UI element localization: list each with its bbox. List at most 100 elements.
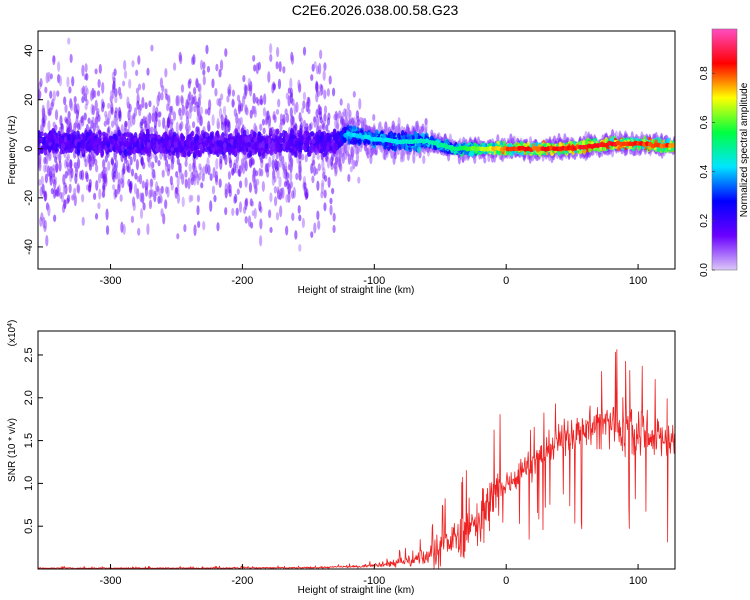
spectral-cell bbox=[235, 112, 239, 125]
spectral-cell bbox=[55, 161, 59, 173]
spectral-cell bbox=[112, 80, 116, 90]
spectral-cell bbox=[103, 172, 108, 184]
spectral-cell bbox=[430, 129, 434, 137]
spectral-cell bbox=[53, 178, 57, 190]
spectral-cell bbox=[198, 163, 202, 171]
spectral-cell bbox=[169, 175, 173, 186]
spectral-cell bbox=[344, 152, 348, 161]
spectral-cell bbox=[48, 154, 52, 162]
spectral-cell bbox=[41, 107, 45, 120]
spectral-cell bbox=[196, 194, 201, 203]
spectral-cell bbox=[319, 87, 323, 97]
spectral-cell bbox=[49, 175, 53, 186]
spectral-cell bbox=[327, 176, 331, 188]
spectral-cell bbox=[259, 123, 263, 132]
spectral-cell bbox=[170, 118, 174, 126]
spectral-cell bbox=[316, 90, 320, 98]
spectral-cell bbox=[276, 168, 280, 179]
spectral-cell bbox=[128, 103, 132, 113]
spectral-cell bbox=[288, 151, 292, 162]
spectral-cell bbox=[201, 173, 205, 182]
spectral-cell bbox=[243, 157, 247, 169]
spectral-cell bbox=[218, 178, 222, 188]
spectral-cell bbox=[285, 178, 289, 186]
spectral-cell bbox=[275, 211, 280, 221]
spectral-cell bbox=[58, 160, 62, 172]
spectral-cell bbox=[273, 186, 277, 194]
spectral-cell bbox=[310, 231, 314, 238]
spectral-cell bbox=[88, 182, 92, 192]
spectral-cell bbox=[316, 153, 320, 160]
spectral-cell bbox=[148, 100, 152, 108]
spectral-cell bbox=[137, 55, 141, 65]
spectral-cell bbox=[500, 154, 505, 163]
spectral-cell bbox=[214, 170, 218, 183]
spectral-cell bbox=[71, 76, 75, 87]
spectral-cell bbox=[123, 59, 127, 71]
spectral-cell bbox=[252, 92, 256, 104]
spectral-cell bbox=[396, 149, 400, 156]
spectral-cell bbox=[73, 96, 77, 104]
spectral-cell bbox=[144, 102, 148, 110]
spectral-cell bbox=[116, 183, 121, 195]
spectral-cell bbox=[279, 192, 283, 200]
spectral-cell bbox=[227, 120, 231, 133]
spectral-cell bbox=[57, 61, 61, 72]
spectral-cell bbox=[272, 83, 277, 90]
spectral-cell bbox=[310, 74, 314, 82]
spectral-cell bbox=[244, 107, 248, 115]
spectral-cell bbox=[216, 117, 220, 130]
spectral-cell bbox=[199, 106, 203, 115]
spectral-cell bbox=[93, 90, 97, 98]
spectral-cell bbox=[130, 215, 135, 224]
spectral-cell bbox=[266, 162, 270, 173]
spectral-cell bbox=[81, 193, 85, 203]
spectral-cell bbox=[206, 65, 211, 73]
spectral-cell bbox=[202, 220, 206, 231]
spectral-cell bbox=[238, 201, 243, 213]
spectral-cell bbox=[63, 96, 67, 106]
spectral-cell bbox=[56, 90, 60, 97]
spectral-cell bbox=[267, 122, 271, 130]
spectral-cell bbox=[348, 109, 352, 119]
spectral-cell bbox=[38, 179, 42, 187]
spectral-cell bbox=[47, 204, 51, 217]
spectral-cell bbox=[91, 116, 95, 126]
spectral-cell bbox=[232, 162, 237, 174]
spectral-cell bbox=[187, 177, 191, 190]
spectral-cell bbox=[224, 183, 228, 195]
spectral-cell bbox=[266, 110, 270, 121]
spectral-cell bbox=[239, 164, 243, 174]
spectral-cell bbox=[285, 225, 289, 236]
spectral-cell bbox=[248, 182, 253, 193]
spectral-cell bbox=[110, 158, 115, 166]
spectral-cell bbox=[291, 212, 295, 222]
spectral-cell bbox=[130, 168, 135, 177]
spectral-cell bbox=[66, 76, 70, 88]
spectral-cell bbox=[193, 105, 197, 113]
spectral-cell bbox=[316, 210, 320, 221]
spectral-cell bbox=[97, 78, 101, 88]
spectral-cell bbox=[202, 75, 206, 86]
spectral-cell bbox=[40, 131, 44, 137]
spectral-cell bbox=[323, 202, 327, 212]
spectral-cell bbox=[188, 101, 193, 114]
spectral-cell bbox=[202, 61, 206, 70]
spectral-cell bbox=[141, 82, 146, 91]
spectral-cell bbox=[231, 89, 236, 97]
spectral-cell bbox=[422, 155, 426, 165]
spectral-cell bbox=[121, 172, 125, 183]
spectral-cell bbox=[164, 67, 168, 78]
spectral-cell bbox=[178, 107, 182, 117]
spectral-cell bbox=[102, 188, 106, 199]
spectral-cell bbox=[319, 49, 323, 60]
spectral-cell bbox=[285, 92, 289, 100]
spectral-cell bbox=[289, 171, 293, 182]
spectral-cell bbox=[179, 54, 183, 65]
spectral-cell bbox=[85, 72, 89, 81]
spectral-cell bbox=[183, 224, 187, 233]
spectral-cell bbox=[340, 118, 344, 126]
spectral-cell bbox=[244, 198, 248, 211]
spectral-cell bbox=[205, 44, 209, 55]
spectral-cell bbox=[347, 153, 351, 165]
